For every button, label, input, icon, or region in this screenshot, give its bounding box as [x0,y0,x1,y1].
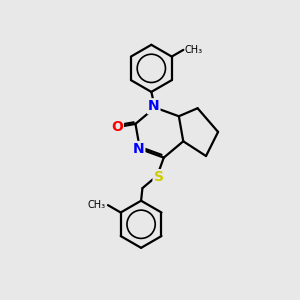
Text: O: O [111,120,123,134]
Text: CH₃: CH₃ [185,45,203,55]
Text: CH₃: CH₃ [88,200,106,210]
Text: N: N [133,142,144,156]
Text: N: N [148,99,159,113]
Text: S: S [154,170,164,184]
